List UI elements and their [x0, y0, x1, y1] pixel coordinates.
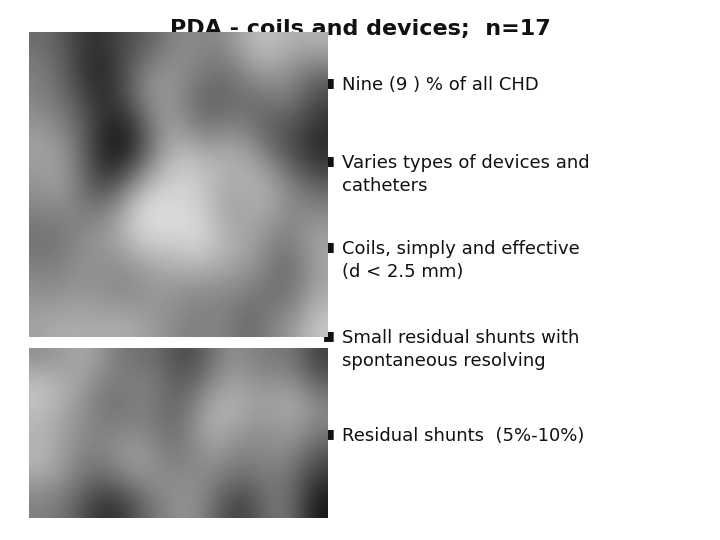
Text: Residual shunts  (5%-10%): Residual shunts (5%-10%): [342, 427, 585, 444]
Text: Small residual shunts with
spontaneous resolving: Small residual shunts with spontaneous r…: [342, 329, 580, 370]
Text: PDA - coils and devices;  n=17: PDA - coils and devices; n=17: [170, 19, 550, 39]
Text: Nine (9 ) % of all CHD: Nine (9 ) % of all CHD: [342, 76, 539, 93]
Text: ■: ■: [323, 427, 335, 440]
Text: Coils, simply and effective
(d < 2.5 mm): Coils, simply and effective (d < 2.5 mm): [342, 240, 580, 281]
Text: ■: ■: [323, 154, 335, 167]
Text: ■: ■: [323, 240, 335, 253]
Text: ■: ■: [323, 329, 335, 342]
Text: ■: ■: [323, 76, 335, 89]
Text: Varies types of devices and
catheters: Varies types of devices and catheters: [342, 154, 590, 195]
